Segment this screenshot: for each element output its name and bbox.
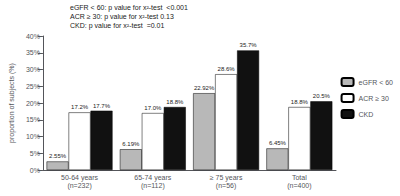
svg-text:17.2%: 17.2% [71, 104, 89, 110]
svg-text:35%: 35% [26, 49, 40, 56]
svg-text:65-74 years: 65-74 years [134, 174, 171, 182]
svg-text:17.0%: 17.0% [144, 105, 162, 111]
svg-text:18.8%: 18.8% [166, 99, 184, 105]
svg-text:22.92%: 22.92% [194, 85, 215, 91]
svg-text:ACR ≥ 30: ACR ≥ 30 [359, 95, 389, 102]
svg-text:eGFR < 60: p value for x²-test: eGFR < 60: p value for x²-test <0.001 [70, 4, 188, 12]
svg-text:(n=232): (n=232) [67, 182, 91, 190]
svg-text:18.8%: 18.8% [291, 99, 309, 105]
svg-text:≥ 75 years: ≥ 75 years [210, 174, 243, 182]
svg-text:(n=112): (n=112) [141, 182, 165, 190]
svg-text:35.7%: 35.7% [240, 42, 258, 48]
svg-text:10%: 10% [26, 133, 40, 140]
svg-text:20.5%: 20.5% [313, 93, 331, 99]
svg-text:25%: 25% [26, 83, 40, 90]
svg-text:(n=56): (n=56) [216, 182, 236, 190]
svg-text:5%: 5% [30, 150, 40, 157]
svg-text:ACR ≥ 30: p value for x²-test: ACR ≥ 30: p value for x²-test 0.13 [70, 13, 174, 21]
svg-text:50-64 years: 50-64 years [61, 174, 98, 182]
svg-text:20%: 20% [26, 100, 40, 107]
svg-text:17.7%: 17.7% [93, 103, 111, 109]
svg-text:eGFR < 60: eGFR < 60 [359, 79, 394, 86]
svg-text:proportion of subjects (%): proportion of subjects (%) [8, 63, 16, 143]
svg-text:(n=400): (n=400) [287, 182, 311, 190]
svg-text:CKD: p value for x²-test =0.0: CKD: p value for x²-test =0.01 [70, 22, 164, 30]
svg-text:30%: 30% [26, 66, 40, 73]
svg-text:CKD: CKD [359, 111, 374, 118]
svg-text:40%: 40% [26, 33, 40, 40]
svg-text:28.6%: 28.6% [218, 66, 236, 72]
svg-text:6.19%: 6.19% [122, 141, 140, 147]
svg-text:2.55%: 2.55% [49, 153, 67, 159]
svg-text:0%: 0% [30, 167, 40, 174]
svg-text:15%: 15% [26, 116, 40, 123]
svg-text:6.45%: 6.45% [269, 140, 287, 146]
svg-text:Total: Total [292, 174, 307, 181]
